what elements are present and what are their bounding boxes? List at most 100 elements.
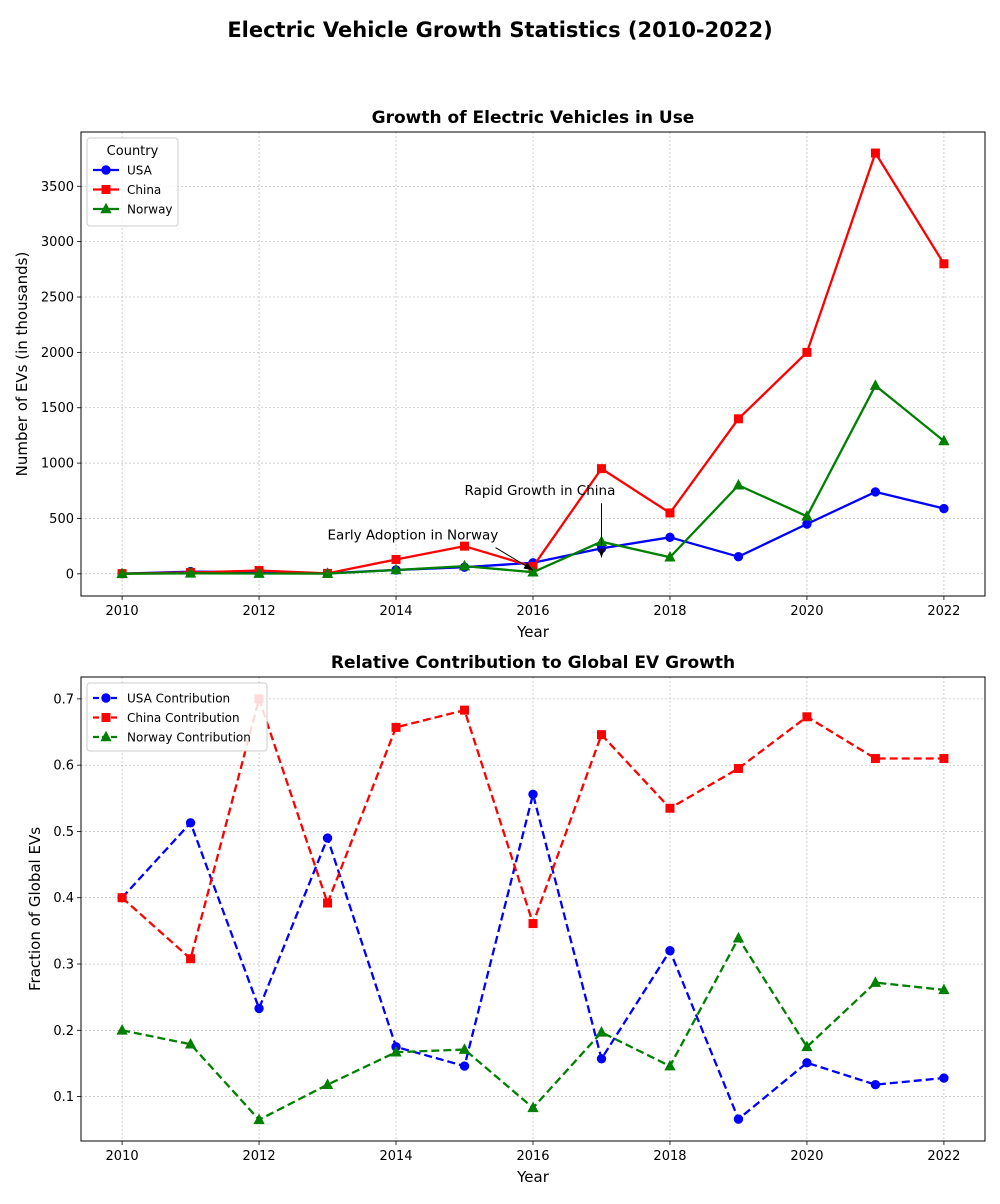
data-point <box>801 510 813 521</box>
y-tick-label: 0.7 <box>53 692 74 707</box>
data-point <box>870 1079 881 1090</box>
x-tick-label: 2010 <box>106 1149 139 1164</box>
data-point <box>665 508 675 518</box>
legend-title: Country <box>107 144 159 159</box>
legend-label: Norway <box>127 203 173 217</box>
data-point <box>802 347 812 357</box>
x-axis-label: Year <box>516 623 550 641</box>
data-point <box>253 567 265 578</box>
data-point <box>870 148 880 158</box>
legend-box <box>86 682 268 752</box>
data-point <box>802 1058 812 1068</box>
chart-2: 2010 2012 2014 2016 2018 2020 2022 0.1 0.2 0.3 0.4… <box>26 653 986 1186</box>
data-point <box>733 763 743 773</box>
data-point <box>596 464 606 474</box>
x-tick-label: 2020 <box>790 1149 823 1164</box>
data-point <box>321 567 334 578</box>
data-point <box>801 1040 813 1052</box>
legend-marker <box>101 713 111 722</box>
data-point <box>664 550 676 562</box>
data-point <box>390 563 402 575</box>
y-tick-label: 0.4 <box>53 891 74 906</box>
data-point <box>323 898 333 908</box>
axes-frame <box>80 131 986 597</box>
data-point <box>732 478 745 490</box>
data-point <box>869 379 882 390</box>
axes-frame <box>80 676 986 1142</box>
data-point <box>184 1037 197 1049</box>
data-point <box>665 532 675 543</box>
data-point <box>939 259 949 269</box>
legend-label: Norway Contribution <box>127 731 251 745</box>
legend-label: China Contribution <box>127 711 240 725</box>
data-point <box>870 754 880 764</box>
data-point <box>391 554 401 564</box>
x-tick-label: 2014 <box>379 1149 412 1164</box>
chart-1: 2010 2012 2014 2016 2018 2020 2022 0 500 1000 1500… <box>13 108 986 641</box>
data-point <box>596 730 606 740</box>
legend-box <box>86 137 179 227</box>
x-tick-label: 2012 <box>243 1149 276 1164</box>
annotation-text: Early Adoption in Norway <box>328 528 499 544</box>
data-point <box>458 1043 471 1054</box>
chart-title: Growth of Electric Vehicles in Use <box>372 108 695 128</box>
data-point <box>595 1026 608 1037</box>
data-point <box>732 931 745 943</box>
legend-marker <box>100 202 112 214</box>
data-point <box>665 946 675 956</box>
x-tick-label: 2022 <box>927 604 960 619</box>
x-tick-label: 2010 <box>106 604 139 619</box>
data-point <box>185 818 196 828</box>
data-point <box>528 789 538 800</box>
data-point <box>802 519 812 529</box>
data-point <box>596 1054 607 1064</box>
x-axis-label: Year <box>516 1168 550 1186</box>
y-tick-label: 3000 <box>41 235 74 250</box>
data-point <box>527 565 539 577</box>
data-point <box>527 1101 539 1113</box>
data-point <box>939 503 949 514</box>
legend-marker <box>101 185 111 194</box>
data-point <box>733 551 744 562</box>
y-tick-label: 3500 <box>41 180 74 195</box>
x-tick-label: 2020 <box>790 604 823 619</box>
legend-marker <box>100 730 112 742</box>
data-point <box>253 1113 265 1125</box>
data-point <box>733 1114 744 1124</box>
data-point <box>116 567 128 579</box>
annotation-arrowhead <box>597 548 605 558</box>
data-point <box>184 567 197 578</box>
data-point <box>938 434 950 446</box>
data-point <box>528 919 538 929</box>
x-tick-label: 2016 <box>516 604 549 619</box>
legend-marker <box>101 693 111 703</box>
y-tick-label: 1500 <box>41 401 74 416</box>
x-tick-label: 2018 <box>653 604 686 619</box>
data-point <box>802 712 812 722</box>
y-tick-label: 2500 <box>41 291 74 306</box>
legend-label: USA Contribution <box>127 692 230 706</box>
data-point <box>869 976 882 987</box>
chart-title: Relative Contribution to Global EV Growt… <box>331 653 735 673</box>
annotation-text: Rapid Growth in China <box>465 483 616 499</box>
data-point <box>459 1061 470 1071</box>
figure-title: Electric Vehicle Growth Statistics (2010… <box>227 18 773 42</box>
x-tick-label: 2018 <box>653 1149 686 1164</box>
x-tick-label: 2016 <box>516 1149 549 1164</box>
data-point <box>117 893 127 903</box>
data-point <box>322 833 333 843</box>
y-tick-label: 1000 <box>41 457 74 472</box>
x-tick-label: 2012 <box>243 604 276 619</box>
y-axis-label: Fraction of Global EVs <box>26 827 44 991</box>
legend-label: China <box>127 183 161 197</box>
x-tick-label: 2014 <box>379 604 412 619</box>
y-tick-label: 500 <box>49 512 74 527</box>
data-point <box>186 954 196 964</box>
data-point <box>938 983 950 995</box>
data-point <box>458 559 471 571</box>
y-tick-label: 0.3 <box>53 958 74 973</box>
data-point <box>939 754 949 764</box>
y-tick-label: 0.6 <box>53 759 74 774</box>
y-tick-label: 2000 <box>41 346 74 361</box>
